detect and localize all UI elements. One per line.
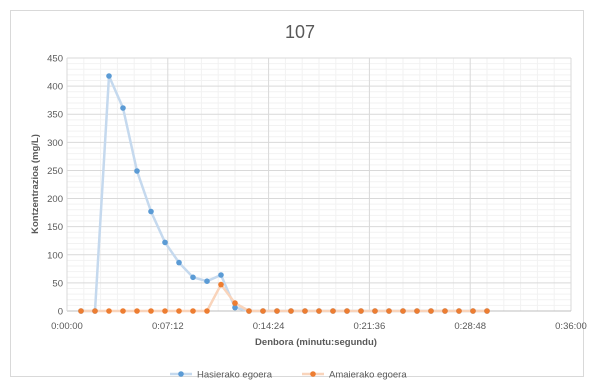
legend-label-2: Amaierako egoera: [329, 370, 407, 381]
data-point-s2: [232, 300, 238, 306]
x-tick-label: 0:21:36: [354, 321, 386, 332]
data-point-s2: [218, 281, 224, 288]
data-point-s1: [134, 168, 140, 174]
data-point-s2: [470, 308, 476, 314]
series-line-1: [81, 74, 487, 313]
data-point-s2: [456, 308, 462, 314]
series-points: [78, 73, 490, 314]
axis-ticks: 0 50 100 150 200 250 300 350 400 450 0:00:00 0:07:1…: [47, 54, 587, 333]
x-tick-label: 0:14:24: [253, 321, 285, 332]
legend-label-1: Hasierako egoera: [197, 370, 273, 381]
data-point-s2: [484, 308, 490, 314]
y-tick-label: 50: [52, 278, 63, 289]
y-tick-label: 0: [58, 307, 63, 318]
data-point-s1: [176, 259, 182, 266]
data-point-s1: [204, 278, 210, 285]
data-point-s1: [106, 73, 112, 79]
x-tick-label: 0:00:00: [51, 321, 83, 332]
data-point-s1: [218, 272, 224, 278]
x-axis-label: Denbora (minutu:segundu): [255, 337, 377, 348]
y-axis-label: Kontzentrazioa (mg/L): [30, 134, 41, 234]
data-point-s2: [162, 308, 168, 314]
data-point-s2: [134, 308, 140, 314]
data-point-s2: [316, 308, 322, 314]
y-tick-label: 350: [47, 110, 63, 121]
x-tick-label: 0:28:48: [454, 321, 486, 332]
y-tick-label: 400: [47, 82, 63, 93]
grid: [66, 57, 572, 312]
y-tick-label: 450: [47, 54, 63, 65]
data-point-s2: [288, 308, 294, 314]
data-point-s2: [344, 308, 350, 314]
data-point-s2: [330, 308, 336, 314]
data-point-s1: [162, 239, 168, 246]
data-point-s2: [176, 308, 182, 314]
legend-marker-2: [310, 371, 316, 377]
chart-frame: [10, 10, 584, 377]
y-tick-label: 250: [47, 166, 63, 177]
series-lines: [81, 74, 487, 313]
chart-title: 107: [285, 22, 315, 42]
data-point-s2: [190, 308, 196, 314]
data-point-s2: [358, 308, 364, 314]
data-point-s2: [120, 308, 126, 314]
y-tick-label: 100: [47, 250, 63, 261]
data-point-s2: [386, 308, 392, 314]
data-point-s2: [372, 308, 378, 314]
data-point-s2: [204, 308, 210, 314]
data-point-s1: [148, 208, 154, 215]
data-point-s2: [274, 308, 280, 314]
y-tick-label: 200: [47, 194, 63, 205]
y-tick-label: 300: [47, 138, 63, 149]
data-point-s1: [120, 105, 126, 111]
data-point-s2: [148, 308, 154, 314]
data-point-s2: [106, 308, 112, 314]
x-tick-label: 0:36:00: [555, 321, 587, 332]
legend-marker-1: [178, 371, 184, 377]
data-point-s2: [400, 308, 406, 314]
data-point-s2: [78, 308, 84, 314]
data-point-s2: [414, 308, 420, 314]
data-point-s2: [428, 308, 434, 314]
x-tick-label: 0:07:12: [152, 321, 184, 332]
data-point-s2: [302, 308, 308, 314]
data-point-s2: [92, 308, 98, 314]
data-point-s1: [190, 274, 196, 281]
data-point-s2: [260, 308, 266, 314]
data-point-s2: [442, 308, 448, 314]
data-point-s1: [232, 304, 238, 311]
y-tick-label: 150: [47, 222, 63, 233]
data-point-s2: [246, 308, 252, 314]
legend: Hasierako egoera Amaierako egoera: [170, 370, 407, 381]
